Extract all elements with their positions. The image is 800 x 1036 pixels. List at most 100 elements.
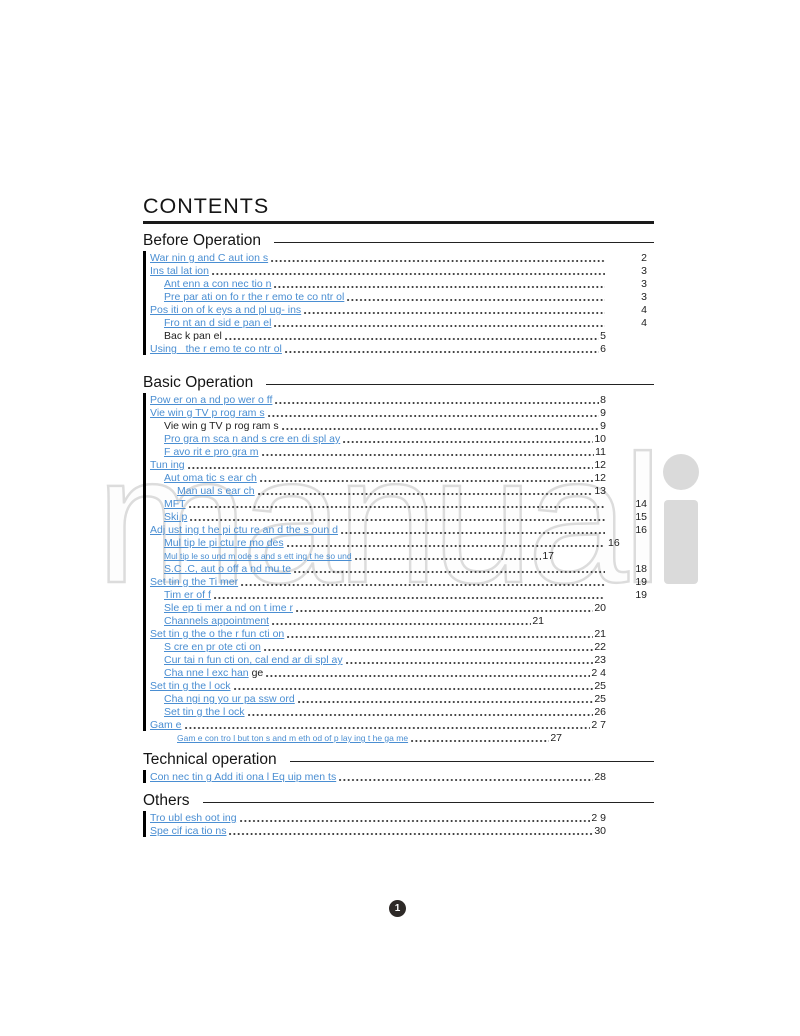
dot-leader [261, 453, 595, 457]
page-number: 4 [641, 304, 647, 316]
page-number: 11 [595, 446, 606, 458]
section-heading-others: Others [143, 792, 654, 809]
toc-entry: Pow er on a nd po wer o ff 8 [143, 393, 654, 406]
title-rule [143, 221, 654, 224]
page-number-badge: 1 [389, 900, 406, 917]
dot-leader [411, 739, 550, 743]
toc-entry: Set tin g the l ock 26 [143, 705, 654, 718]
toc-entry-label[interactable]: War nin g and C aut ion s [150, 252, 269, 264]
toc-entry-label[interactable]: MFT [164, 498, 186, 510]
toc-entry-label-suffix: ge [248, 667, 264, 679]
dot-leader [354, 557, 542, 561]
page-number: 2 9 [591, 812, 606, 824]
page-number: 2 7 [591, 719, 606, 731]
section-title: Technical operation [143, 751, 277, 768]
toc-entry-label[interactable]: Tun ing [150, 459, 185, 471]
section-title: Others [143, 792, 190, 809]
page-number: 4 [641, 317, 647, 329]
toc-entry-label[interactable]: S cre en pr ote cti on [164, 641, 261, 653]
toc-entry-label[interactable]: Pro gra m sca n and s cre en di spl ay [164, 433, 341, 445]
toc-entry: Ant enn a con nec tio n 3 [143, 277, 654, 290]
dot-leader [257, 492, 594, 496]
section-before-operation: Before Operation War nin g and C aut ion … [143, 232, 654, 355]
toc-entry-label[interactable]: Cur tai n fun cti on, cal end ar di spl … [164, 654, 343, 666]
toc-entry: Ski p 15 [143, 510, 654, 523]
toc-entry-label[interactable]: Man ual s ear ch [177, 485, 255, 497]
toc-entry-label[interactable]: Gam e [150, 719, 182, 731]
dot-leader [345, 661, 594, 665]
page-number: 14 [635, 498, 647, 510]
toc-entry-label[interactable]: Pre par ati on fo r the r emo te co ntr … [164, 291, 345, 303]
page-number: 13 [594, 485, 606, 497]
toc-entry-label[interactable]: Ant enn a con nec tio n [164, 278, 272, 290]
section-heading-basic-operation: Basic Operation [143, 374, 654, 391]
dot-leader [339, 778, 594, 782]
toc-entry-label[interactable]: Pos iti on of k eys a nd pl ug- ins [150, 304, 302, 316]
page-number: 22 [594, 641, 606, 653]
toc-entry-label[interactable]: Spe cif ica tio ns [150, 825, 227, 837]
toc-entry-label[interactable]: Mul tip le so und m ode s and s ett ing … [164, 551, 352, 561]
dot-leader [272, 622, 532, 626]
dot-leader [343, 440, 594, 444]
toc-entry-label[interactable]: Using the r emo te co ntr ol [150, 343, 282, 355]
page-number: 25 [594, 693, 606, 705]
page-number: 28 [594, 771, 606, 783]
page-number: 20 [594, 602, 606, 614]
section-title: Basic Operation [143, 374, 254, 391]
toc-entry-label[interactable]: Cha nne l exc han [164, 667, 249, 679]
page-number: 30 [594, 825, 606, 837]
toc-entry: Adj ust ing t he pi ctu re an d the s ou… [143, 523, 654, 536]
toc-entry-label[interactable]: Sle ep ti mer a nd on t ime r [164, 602, 293, 614]
section-title: Before Operation [143, 232, 262, 249]
page-number: 23 [594, 654, 606, 666]
toc-entry-label[interactable]: S.C .C, aut o off a nd mu te [164, 563, 292, 575]
toc-entry-label[interactable]: Gam e con tro l but ton s and m eth od o… [177, 733, 409, 743]
page-number: 27 [550, 732, 562, 744]
toc-entry-label[interactable]: Ins tal lat ion [150, 265, 209, 277]
toc-entry-label[interactable]: Ski p [164, 511, 188, 523]
dot-leader [297, 700, 594, 704]
toc-entry-label[interactable]: Mul tip le pi ctu re mo des [164, 537, 284, 549]
dot-leader [275, 401, 600, 405]
section-rule [202, 801, 654, 803]
toc-entry: Set tin g the o the r fun cti on 21 [143, 627, 654, 640]
toc-entry-label[interactable]: Set tin g the l ock [150, 680, 231, 692]
toc-entry-label[interactable]: Adj ust ing t he pi ctu re an d the s ou… [150, 524, 338, 536]
dot-leader [284, 350, 600, 354]
dot-leader [340, 531, 605, 535]
toc-entry: Cha nne l exc han ge 2 4 [143, 666, 654, 679]
toc-entry-label[interactable]: Aut oma tic s ear ch [164, 472, 257, 484]
toc-entry-label[interactable]: Set tin g the Ti mer [150, 576, 239, 588]
toc-entry: Gam e con tro l but ton s and m eth od o… [143, 731, 654, 744]
toc-entry: Spe cif ica tio ns 30 [143, 824, 654, 837]
toc-entry-label[interactable]: Pow er on a nd po wer o ff [150, 394, 273, 406]
toc-entry: War nin g and C aut ion s 2 [143, 251, 654, 264]
dot-leader [281, 427, 600, 431]
toc-entry: MFT 14 [143, 497, 654, 510]
table-of-contents: CONTENTS Before Operation War nin g and C… [143, 194, 654, 837]
toc-entry-label[interactable]: Channels appointment [164, 615, 270, 627]
toc-entry-label[interactable]: Fro nt an d sid e pan el [164, 317, 272, 329]
dot-leader [263, 648, 594, 652]
toc-entry-label[interactable]: Set tin g the l ock [164, 706, 245, 718]
toc-entry-label[interactable]: F avo rit e pro gra m [164, 446, 259, 458]
toc-entry-label[interactable]: Tro ubl esh oot ing [150, 812, 237, 824]
toc-entry-label[interactable]: Cha ngi ng yo ur pa ssw ord [164, 693, 295, 705]
toc-entry-label[interactable]: Vie win g TV p rog ram s [150, 407, 265, 419]
toc-entry-label[interactable]: Con nec tin g Add iti ona l Eq uip men t… [150, 771, 337, 783]
toc-entry: Pos iti on of k eys a nd pl ug- ins 4 [143, 303, 654, 316]
toc-entry-label[interactable]: Tim er of f [164, 589, 211, 601]
page-number-label: 1 [394, 903, 401, 914]
toc-entry-label[interactable]: Set tin g the o the r fun cti on [150, 628, 285, 640]
toc-entry: Pre par ati on fo r the r emo te co ntr … [143, 290, 654, 303]
section-rule [289, 760, 654, 762]
dot-leader [224, 337, 600, 341]
watermark-letter-i-dot [663, 454, 699, 490]
page-number: 12 [594, 459, 606, 471]
page-number: 6 [600, 343, 606, 355]
toc-entry: Con nec tin g Add iti ona l Eq uip men t… [143, 770, 654, 783]
page-number: 16 [635, 524, 647, 536]
dot-leader [233, 687, 594, 691]
dot-leader [241, 583, 605, 587]
dot-leader [187, 466, 594, 470]
